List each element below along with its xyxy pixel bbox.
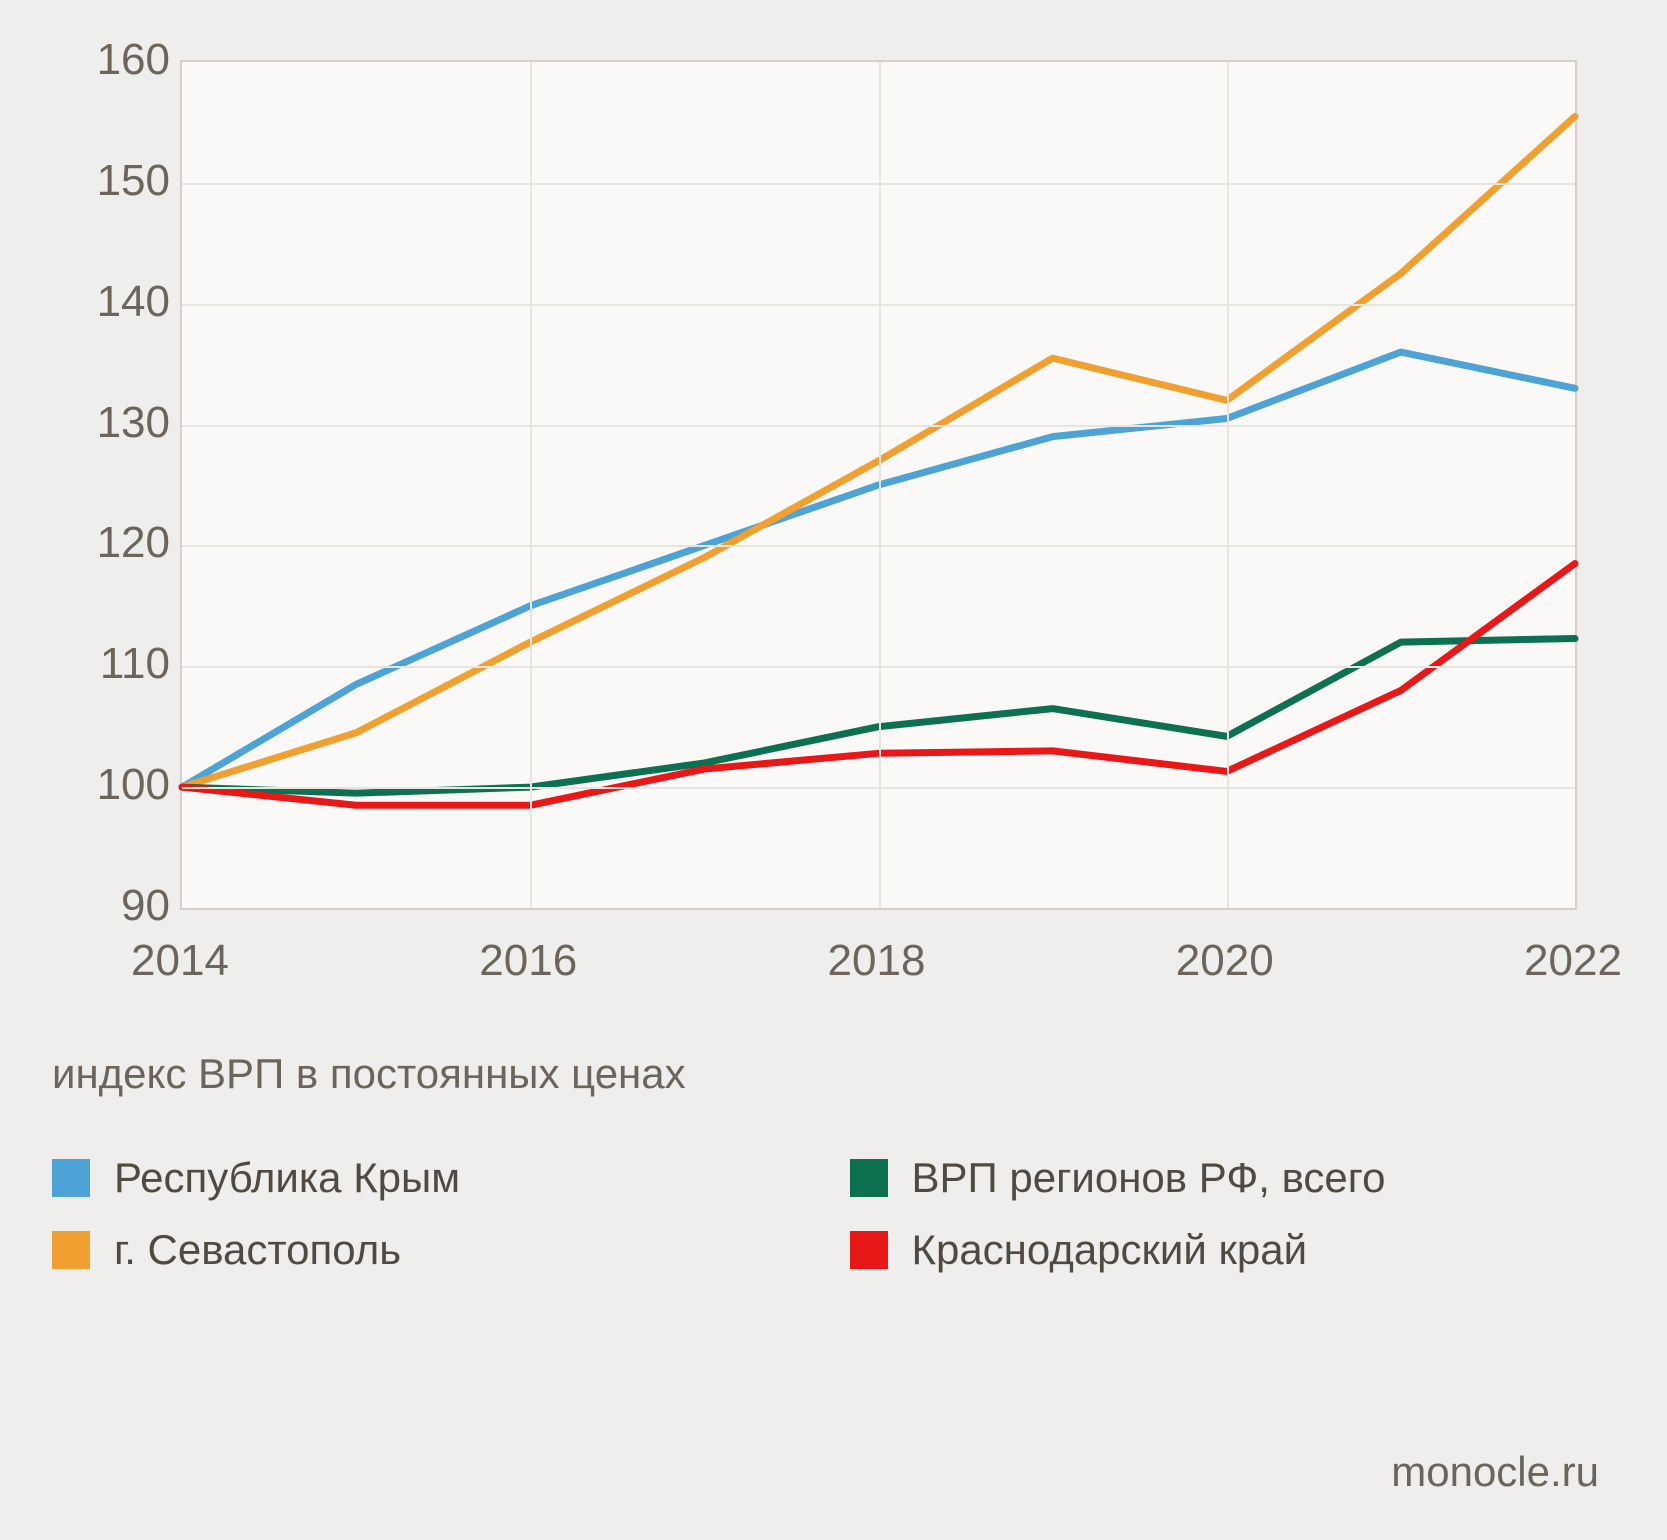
x-tick-label: 2014	[131, 936, 229, 986]
chart-subtitle: индекс ВРП в постоянных ценах	[52, 1050, 1607, 1098]
y-tick-label: 150	[60, 156, 170, 206]
legend-swatch	[850, 1231, 888, 1269]
legend-item: Республика Крым	[52, 1154, 810, 1202]
x-tick-label: 2020	[1176, 936, 1274, 986]
legend-label: Республика Крым	[114, 1154, 460, 1202]
chart-area: 9010011012013014015016020142016201820202…	[40, 40, 1607, 1020]
x-tick-label: 2018	[828, 936, 926, 986]
legend-label: Краснодарский край	[912, 1226, 1308, 1274]
grid-line-vertical	[879, 62, 881, 908]
legend-label: г. Севастополь	[114, 1226, 401, 1274]
y-tick-label: 130	[60, 398, 170, 448]
chart-container: 90 100 110 120 130 140 150 160 2014 2016 2018 2020 2…	[0, 0, 1667, 1540]
source-label: monocle.ru	[1391, 1448, 1599, 1496]
y-tick-label: 120	[60, 518, 170, 568]
legend-swatch	[52, 1159, 90, 1197]
grid-line-vertical	[1227, 62, 1229, 908]
legend-item: ВРП регионов РФ, всего	[850, 1154, 1608, 1202]
y-tick-label: 100	[60, 760, 170, 810]
y-tick-label: 140	[60, 277, 170, 327]
x-tick-label: 2022	[1524, 936, 1622, 986]
legend-swatch	[52, 1231, 90, 1269]
grid-line-vertical	[530, 62, 532, 908]
legend-label: ВРП регионов РФ, всего	[912, 1154, 1386, 1202]
legend-item: Краснодарский край	[850, 1226, 1608, 1274]
legend-swatch	[850, 1159, 888, 1197]
legend-item: г. Севастополь	[52, 1226, 810, 1274]
x-tick-label: 2016	[479, 936, 577, 986]
y-tick-label: 110	[60, 639, 170, 689]
legend: Республика Крым ВРП регионов РФ, всего г. …	[52, 1154, 1607, 1274]
y-tick-label: 160	[60, 35, 170, 85]
y-tick-label: 90	[60, 881, 170, 931]
plot-region	[180, 60, 1577, 910]
